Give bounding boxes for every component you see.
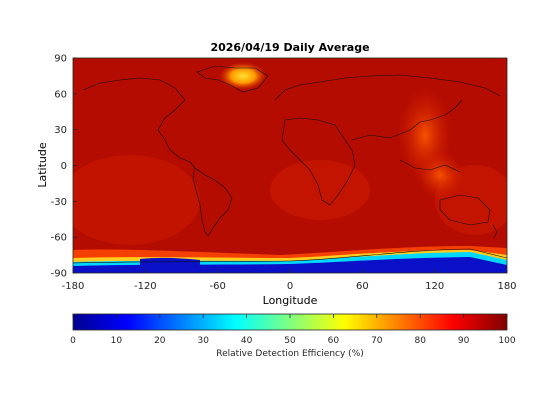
colorbar-tick-label: 80 [414,336,426,346]
x-tick-label: -180 [62,281,85,292]
colorbar-label: Relative Detection Efficiency (%) [216,349,364,359]
colorbar-tick-label: 30 [197,336,209,346]
coastlines [73,65,507,264]
x-tick-label: 0 [287,281,293,292]
colorbar-tick-label: 60 [328,336,340,346]
colorbar-tick-label: 100 [498,336,515,346]
colorbar-tick-label: 0 [70,336,76,346]
y-tick-label: -90 [51,269,67,280]
x-tick-label: 60 [356,281,369,292]
y-tick-label: 60 [54,89,67,100]
x-tick-label: 120 [425,281,444,292]
colorbar-tick-label: 50 [284,336,296,346]
y-tick-label: 90 [54,54,67,65]
y-tick-label: 0 [61,161,67,172]
greenland-patch [219,62,267,90]
y-tick-label: 30 [54,125,67,136]
colorbar-tick-label: 90 [458,336,470,346]
x-tick-label: -60 [209,281,225,292]
colorbar-tick-label: 70 [371,336,383,346]
x-axis-ticks: -180 -120 -60 0 60 120 180 [62,269,517,292]
colorbar-tick-label: 40 [241,336,253,346]
x-tick-label: 180 [497,281,516,292]
colorbar-tick-label: 20 [154,336,166,346]
map-plot [73,58,507,273]
y-tick-label: -60 [51,233,67,244]
x-tick-label: -120 [134,281,157,292]
colorbar-ticks: 0 10 20 30 40 50 60 70 80 90 100 [70,314,516,346]
colorbar-tick-label: 10 [111,336,123,346]
x-axis-label: Longitude [263,294,318,307]
y-axis-ticks: 90 60 30 0 -30 -60 -90 [51,54,77,280]
antarctic-band [73,257,507,273]
y-tick-label: -30 [51,197,67,208]
plot-title: 2026/04/19 Daily Average [210,41,369,54]
y-axis-label: Latitude [36,142,49,188]
